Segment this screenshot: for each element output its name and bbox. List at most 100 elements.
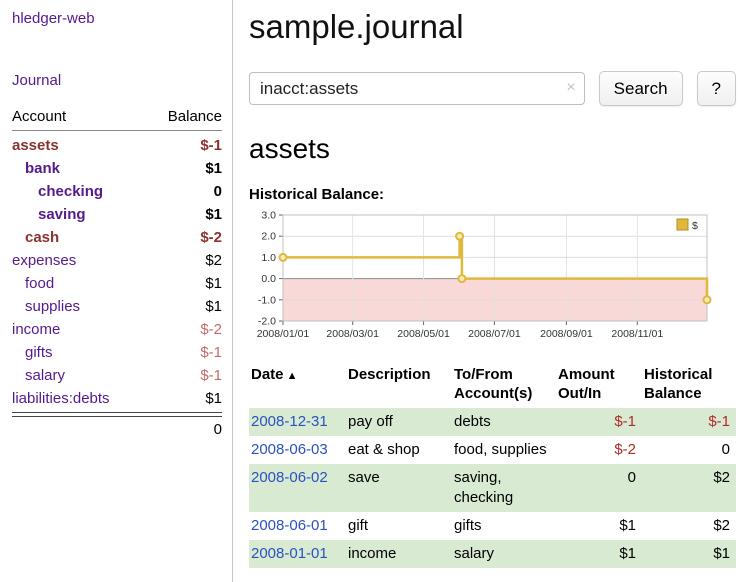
- account-column-header: Account: [12, 108, 67, 125]
- register-table: Date ▲ Description To/From Account(s) Amoun…: [249, 363, 736, 568]
- accounts-total-divider: [12, 412, 222, 413]
- register-row: 2008-06-02 save saving, checking 0 $2: [249, 464, 736, 512]
- transaction-description: pay off: [348, 413, 393, 430]
- svg-text:3.0: 3.0: [261, 210, 276, 222]
- transaction-amount: $-2: [614, 441, 636, 458]
- account-balance: $-1: [200, 137, 222, 154]
- account-link[interactable]: income: [12, 321, 61, 338]
- column-header: Historical Balance: [644, 366, 713, 402]
- account-row: checking 0: [12, 180, 222, 203]
- transaction-amount: 0: [627, 469, 636, 486]
- transaction-description: save: [348, 469, 380, 486]
- search-bar: × Search ?: [249, 71, 736, 106]
- accounts-tree: assets $-1 bank $1 checking 0 saving $1 cash $-2 e…: [12, 134, 222, 410]
- transaction-balance: $2: [713, 469, 730, 486]
- account-row: saving $1: [12, 203, 222, 226]
- register-row: 2008-06-03 eat & shop food, supplies $-2 0: [249, 436, 736, 464]
- svg-text:-2.0: -2.0: [258, 316, 276, 328]
- account-link[interactable]: expenses: [12, 252, 77, 269]
- transaction-description: eat & shop: [348, 441, 420, 458]
- account-row: assets $-1: [12, 134, 222, 157]
- account-balance: $-1: [200, 367, 222, 384]
- svg-text:2008/07/01: 2008/07/01: [468, 328, 521, 340]
- svg-text:2008/11/01: 2008/11/01: [611, 328, 663, 340]
- account-link[interactable]: saving: [38, 206, 86, 223]
- column-header: Description: [348, 366, 431, 383]
- account-balance: $1: [205, 206, 222, 223]
- account-row: cash $-2: [12, 226, 222, 249]
- account-row: liabilities:debts $1: [12, 387, 222, 410]
- account-link[interactable]: assets: [12, 137, 59, 154]
- column-header: Amount Out/In: [558, 366, 615, 402]
- account-link[interactable]: gifts: [25, 344, 53, 361]
- transaction-date-link[interactable]: 2008-06-01: [251, 517, 328, 534]
- account-balance: $1: [205, 275, 222, 292]
- account-link[interactable]: food: [25, 275, 55, 292]
- historical-balance-chart: 2008/01/01 2008/03/01 2008/05/01 2008/07/01…: [249, 209, 736, 348]
- account-link[interactable]: checking: [38, 183, 104, 200]
- register-row: 2008-06-01 gift gifts $1 $2: [249, 512, 736, 540]
- transaction-date-link[interactable]: 2008-01-01: [251, 545, 328, 562]
- account-row: bank $1: [12, 157, 222, 180]
- search-box: ×: [249, 72, 585, 105]
- svg-text:2008/01/01: 2008/01/01: [257, 328, 310, 340]
- app-title-link[interactable]: hledger-web: [12, 10, 95, 27]
- transaction-balance: $1: [713, 545, 730, 562]
- account-link[interactable]: bank: [25, 160, 61, 177]
- transaction-accounts: salary: [454, 545, 495, 562]
- svg-text:1.0: 1.0: [261, 252, 276, 264]
- balance-step-chart: 2008/01/01 2008/03/01 2008/05/01 2008/07/01…: [257, 210, 712, 340]
- account-balance: 0: [213, 183, 222, 200]
- search-button[interactable]: Search: [598, 71, 683, 106]
- svg-text:0.0: 0.0: [261, 273, 276, 285]
- account-link[interactable]: cash: [25, 229, 60, 246]
- column-header[interactable]: Date ▲: [251, 366, 298, 383]
- account-balance: $-2: [200, 321, 222, 338]
- svg-text:2008/09/01: 2008/09/01: [540, 328, 593, 340]
- account-balance: $1: [205, 298, 222, 315]
- register-row: 2008-01-01 income salary $1 $1: [249, 540, 736, 568]
- transaction-amount: $-1: [614, 413, 636, 430]
- sidebar-item-journal[interactable]: Journal: [12, 72, 62, 89]
- chart-heading: Historical Balance:: [249, 186, 385, 203]
- svg-text:2008/05/01: 2008/05/01: [397, 328, 450, 340]
- transaction-description: gift: [348, 517, 369, 534]
- transaction-accounts: debts: [454, 413, 491, 430]
- transaction-description: income: [348, 545, 397, 562]
- accounts-table-header: Account Balance: [12, 105, 222, 131]
- account-link[interactable]: supplies: [25, 298, 81, 315]
- help-button[interactable]: ?: [696, 71, 736, 106]
- page-title: sample.journal: [249, 8, 464, 45]
- account-row: supplies $1: [12, 295, 222, 318]
- account-section-heading: assets: [249, 133, 330, 164]
- transaction-date-link[interactable]: 2008-06-02: [251, 469, 328, 486]
- transaction-accounts: gifts: [454, 517, 482, 534]
- account-row: salary $-1: [12, 364, 222, 387]
- register-header-row: Date ▲ Description To/From Account(s) Amoun…: [249, 363, 736, 408]
- account-balance: $1: [205, 390, 222, 407]
- account-balance: $-1: [200, 344, 222, 361]
- svg-text:-1.0: -1.0: [258, 294, 276, 306]
- main-content: sample.journal × Search ? assets Histori…: [249, 0, 736, 568]
- svg-text:2.0: 2.0: [261, 231, 276, 243]
- transaction-balance: $2: [713, 517, 730, 534]
- search-input[interactable]: [249, 72, 585, 105]
- clear-search-icon[interactable]: ×: [566, 79, 576, 96]
- account-balance: $-2: [200, 229, 222, 246]
- register-row: 2008-12-31 pay off debts $-1 $-1: [249, 408, 736, 436]
- account-balance: $2: [205, 252, 222, 269]
- transaction-date-link[interactable]: 2008-06-03: [251, 441, 328, 458]
- account-row: gifts $-1: [12, 341, 222, 364]
- transaction-balance: $-1: [708, 413, 730, 430]
- balance-column-header: Balance: [167, 108, 222, 125]
- sidebar: hledger-web Journal Account Balance asse…: [0, 0, 233, 582]
- account-row: expenses $2: [12, 249, 222, 272]
- account-row: income $-2: [12, 318, 222, 341]
- account-link[interactable]: liabilities:debts: [12, 390, 110, 407]
- account-link[interactable]: salary: [25, 367, 66, 384]
- transaction-balance: 0: [721, 441, 730, 458]
- transaction-amount: $1: [619, 517, 636, 534]
- svg-text:$: $: [692, 220, 698, 232]
- account-row: food $1: [12, 272, 222, 295]
- transaction-date-link[interactable]: 2008-12-31: [251, 413, 328, 430]
